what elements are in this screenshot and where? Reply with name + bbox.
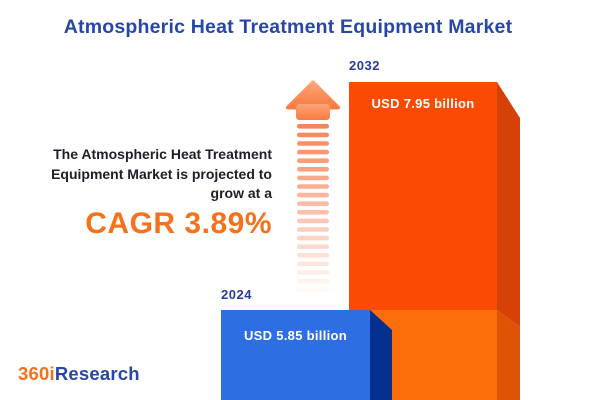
page-title: Atmospheric Heat Treatment Equipment Mar…	[63, 16, 513, 38]
arrow-stripe	[297, 192, 329, 198]
arrow-neck	[296, 104, 330, 120]
arrow-stripe	[297, 278, 329, 284]
bar-2032-year-label: 2032	[349, 58, 380, 73]
bar-2032-side-top	[497, 82, 520, 327]
description-line-3: grow at a	[210, 185, 272, 201]
brand-logo: 360iResearch	[18, 363, 140, 385]
bar-2032-value-label: USD 7.95 billion	[371, 96, 475, 111]
arrow-stripe	[297, 235, 329, 241]
logo-360i: 360i	[18, 363, 55, 384]
arrow-stripe	[297, 210, 329, 215]
arrow-stripe	[297, 201, 329, 206]
bar-2032-front-top	[349, 82, 497, 310]
arrow-stripe	[297, 175, 329, 181]
bar-2024-year-label: 2024	[221, 287, 252, 302]
arrow-stripe	[297, 253, 329, 258]
arrow-stripe	[297, 141, 329, 146]
arrow-head	[286, 80, 340, 110]
arrow-stripe	[297, 218, 329, 224]
arrow-stripe	[297, 132, 329, 138]
bar-2024-value-label: USD 5.85 billion	[243, 328, 348, 343]
bar-2024	[221, 310, 392, 400]
description-text: The Atmospheric Heat Treatment Equipment…	[2, 145, 272, 240]
arrow-stripe	[297, 167, 329, 172]
logo-research: Research	[54, 363, 140, 384]
arrow-stripe	[297, 227, 329, 232]
arrow-stripes	[297, 124, 329, 292]
arrow-stripe	[297, 184, 329, 189]
arrow-stripe	[297, 287, 329, 292]
arrow-stripe	[297, 124, 329, 129]
arrow-stripe	[297, 149, 329, 155]
arrow-stripe	[297, 270, 329, 275]
bar-2024-front	[221, 310, 370, 400]
bar-2032-side-bottom	[497, 310, 520, 400]
growth-up-arrow-icon	[286, 80, 340, 292]
cagr-value: CAGR 3.89%	[85, 206, 272, 240]
arrow-stripe	[297, 158, 329, 163]
description-line-2: Equipment Market is projected to	[51, 165, 272, 182]
arrow-stripe	[297, 261, 329, 267]
bar-2024-side	[370, 310, 392, 400]
description-line-1: The Atmospheric Heat Treatment	[53, 146, 272, 162]
arrow-stripe	[297, 244, 329, 249]
